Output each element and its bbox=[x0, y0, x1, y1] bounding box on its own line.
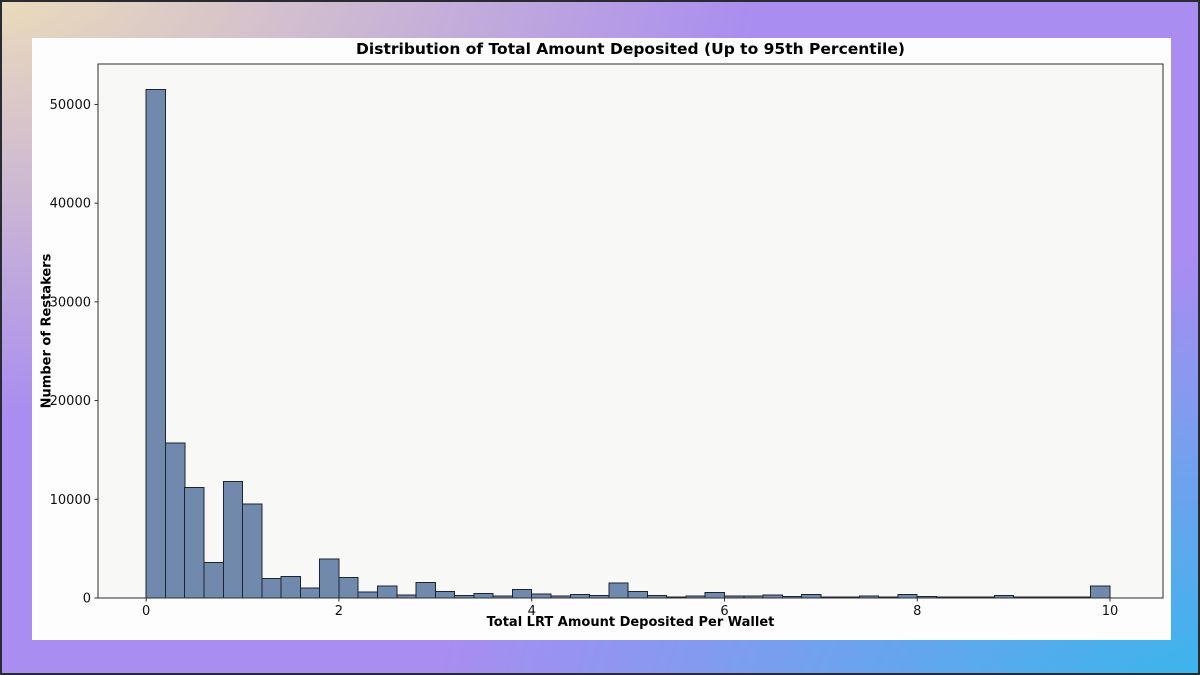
histogram-bar bbox=[184, 486, 205, 599]
histogram-bar bbox=[164, 442, 186, 599]
histogram-bar bbox=[203, 561, 224, 599]
histogram-bar bbox=[801, 593, 822, 599]
y-tick-label: 10000 bbox=[50, 493, 91, 508]
plot-border bbox=[97, 63, 1164, 599]
histogram-plot: 0 2 4 6 8 10 0 10000 20000 30000 40000 50000 bbox=[50, 63, 1164, 619]
histogram-bar bbox=[319, 558, 340, 599]
histogram-bar bbox=[299, 587, 321, 599]
histogram-bar bbox=[531, 593, 552, 599]
plot-background bbox=[98, 64, 1163, 598]
histogram-bar bbox=[222, 481, 244, 599]
x-axis-label: Total LRT Amount Deposited Per Wallet bbox=[486, 615, 775, 630]
histogram-bar bbox=[377, 585, 398, 599]
histogram-bar bbox=[511, 588, 533, 599]
y-axis-label: Number of Restakers bbox=[39, 253, 55, 409]
histogram-bar bbox=[415, 582, 436, 599]
x-tick-label: 0 bbox=[142, 604, 150, 619]
y-tick-label: 40000 bbox=[50, 197, 91, 212]
histogram-bar bbox=[280, 575, 301, 599]
histogram-bar bbox=[145, 89, 166, 599]
histogram-bar bbox=[434, 590, 456, 599]
y-tick-label: 20000 bbox=[50, 394, 91, 409]
histogram-bar bbox=[357, 591, 379, 599]
y-tick-label: 50000 bbox=[50, 98, 91, 113]
chart-figure: 0 2 4 6 8 10 0 10000 20000 30000 40000 50000 Distri… bbox=[32, 38, 1171, 640]
x-tick-label: 6 bbox=[720, 604, 728, 619]
histogram-bar bbox=[627, 590, 648, 599]
histogram-bar bbox=[897, 594, 918, 599]
y-tick-label: 0 bbox=[83, 592, 91, 607]
x-tick-label: 4 bbox=[528, 604, 536, 619]
chart-title: Distribution of Total Amount Deposited (… bbox=[356, 40, 905, 58]
histogram-bar bbox=[569, 594, 591, 599]
x-tick-label: 10 bbox=[1102, 604, 1119, 619]
histogram-bar bbox=[338, 576, 359, 599]
x-tick-label: 8 bbox=[913, 604, 921, 619]
y-tick-label: 30000 bbox=[50, 295, 91, 310]
x-tick-label: 2 bbox=[335, 604, 343, 619]
histogram-bar bbox=[1090, 585, 1111, 599]
histogram-bar bbox=[704, 592, 725, 599]
histogram-bar bbox=[261, 577, 282, 599]
histogram-bar bbox=[242, 503, 263, 599]
histogram-bar bbox=[608, 582, 629, 599]
histogram-bar bbox=[473, 593, 494, 599]
